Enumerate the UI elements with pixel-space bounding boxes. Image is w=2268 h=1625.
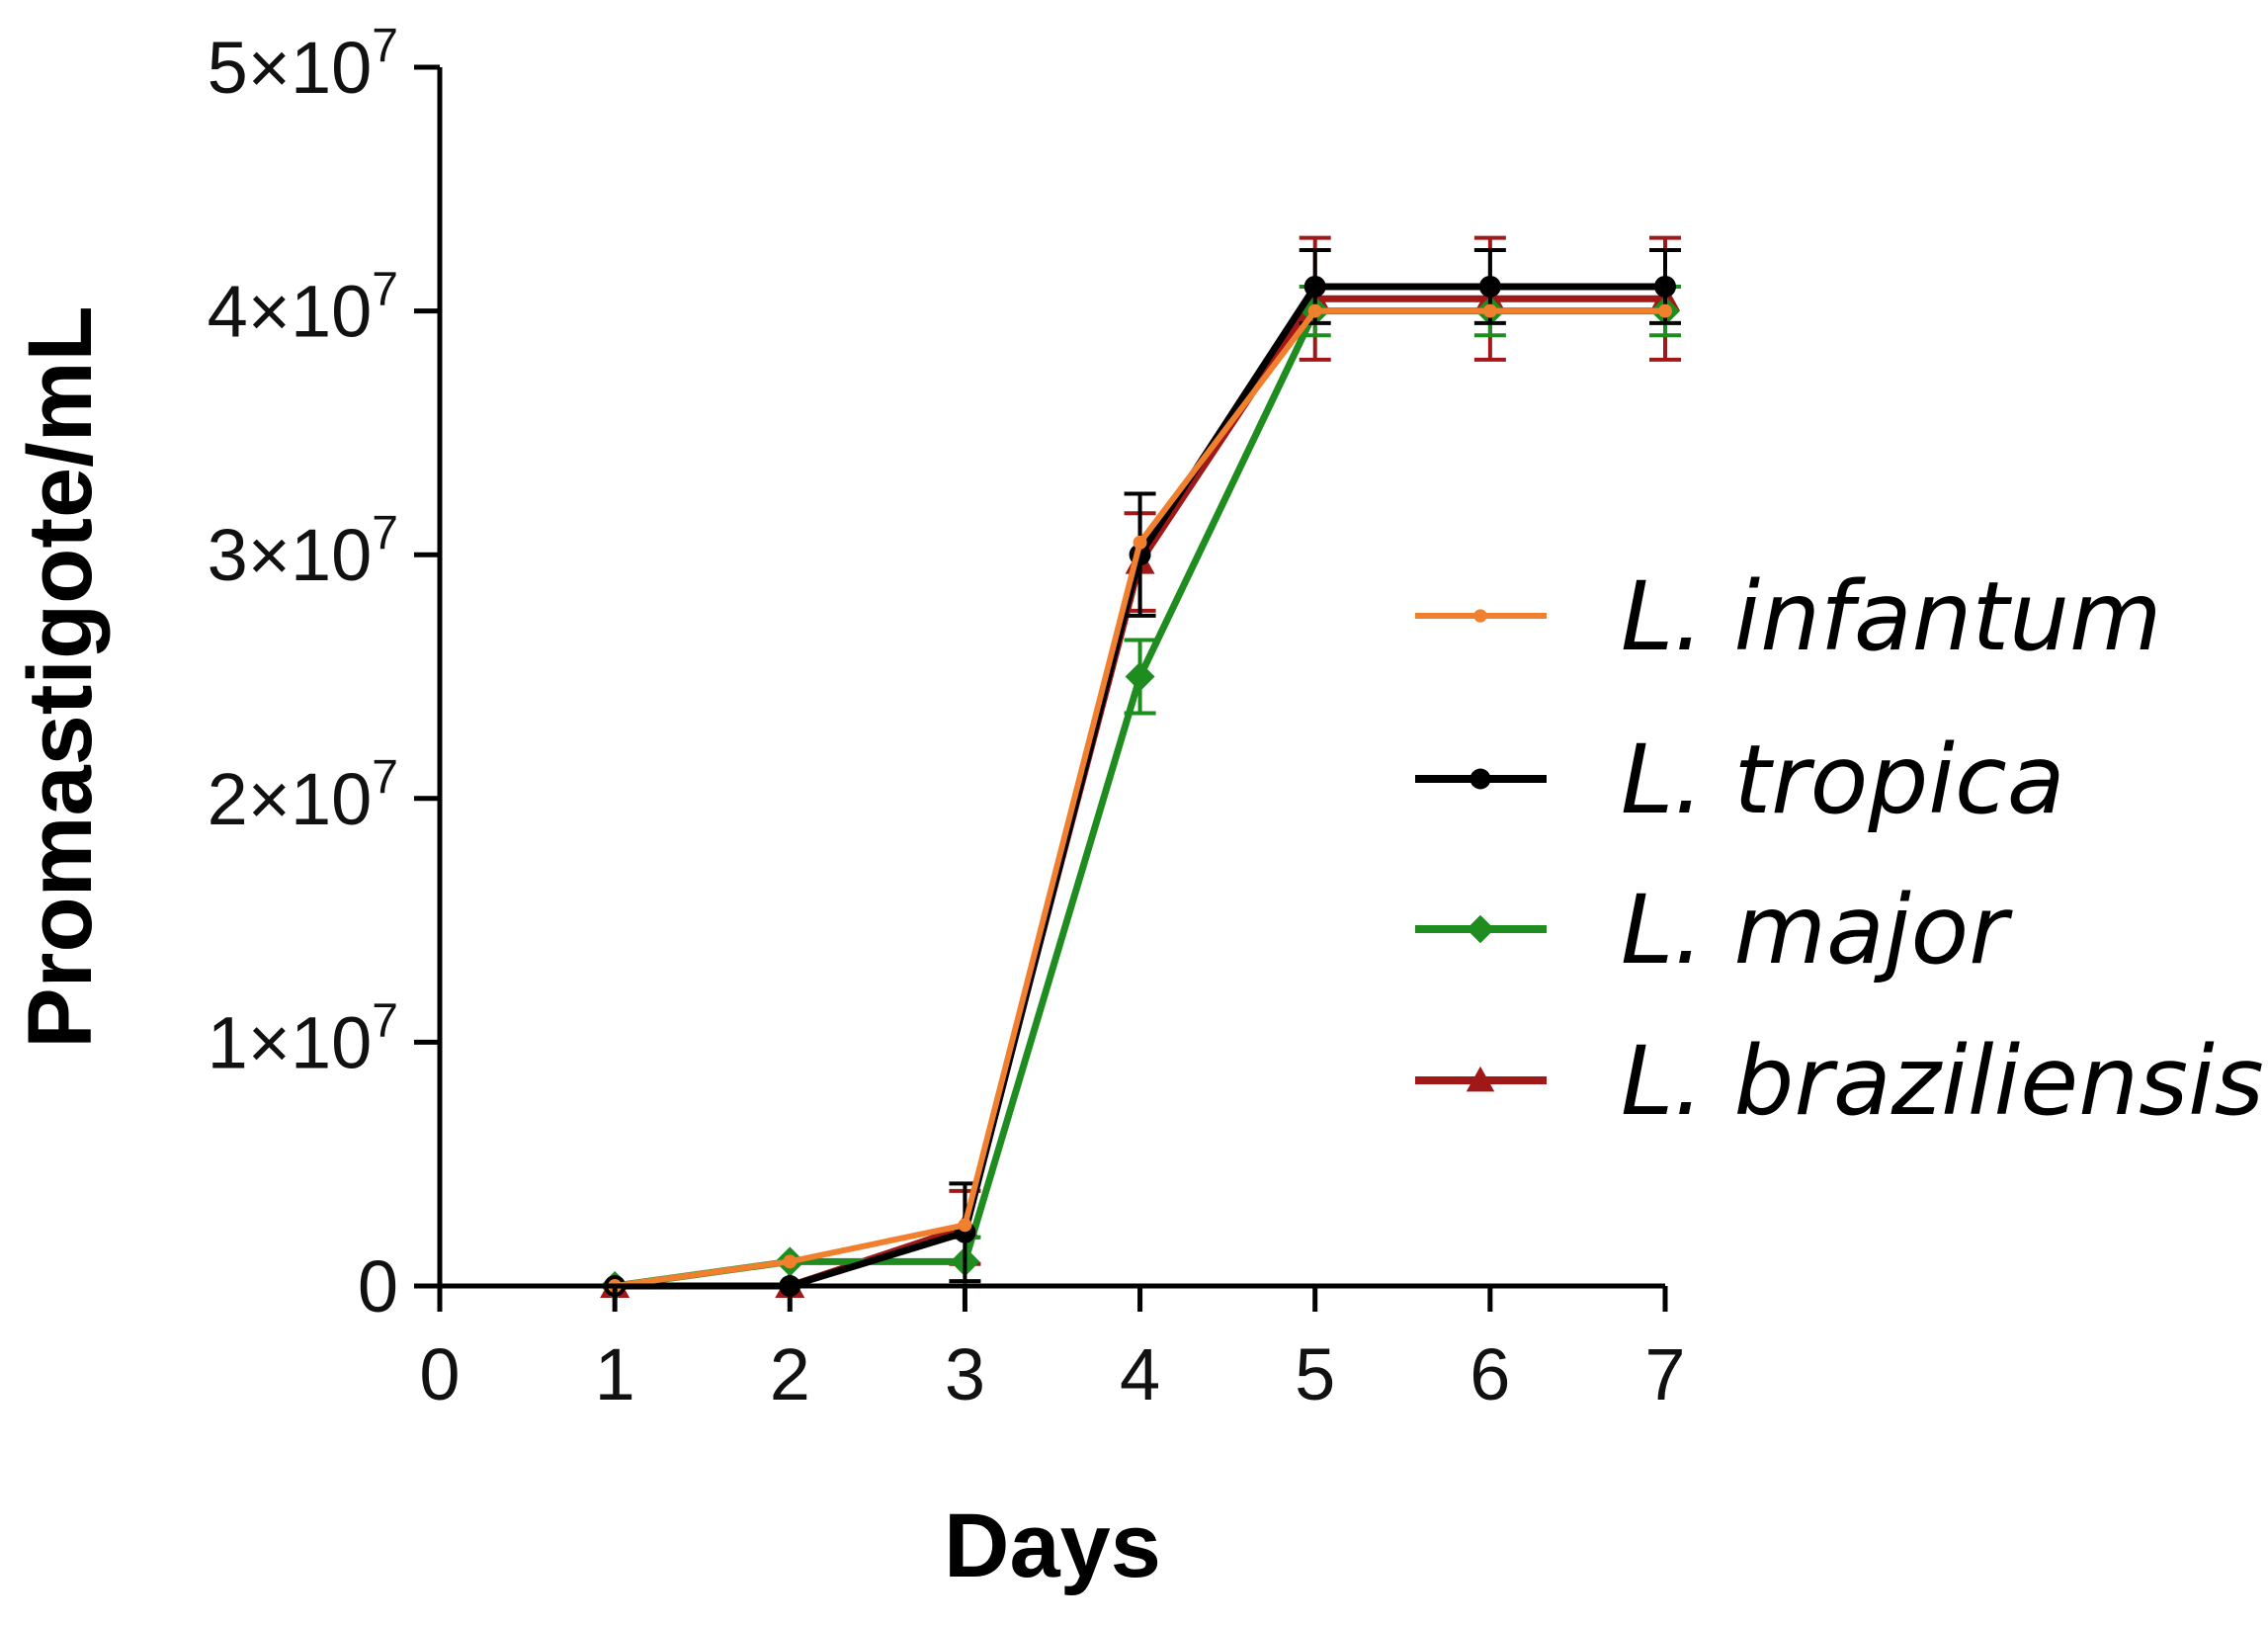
series-line (615, 283, 1665, 1290)
x-tick-label: 5 (1295, 1333, 1335, 1415)
data-point (1658, 303, 1672, 318)
y-tick-label: 3×107 (208, 507, 398, 596)
legend-marker (1473, 609, 1487, 623)
legend-item: L. braziliensis (1415, 1026, 2264, 1137)
series-l-major (600, 284, 1681, 1301)
series-line (614, 307, 1665, 1290)
legend: L. infantum L. tropica L. major L. brazilie… (1415, 561, 2264, 1137)
legend-item: L. major (1415, 875, 2013, 985)
data-point (1482, 303, 1497, 318)
data-point (1133, 535, 1147, 550)
data-point (783, 1254, 798, 1269)
legend-marker (1466, 1066, 1495, 1092)
data-point (1478, 275, 1501, 298)
series-l-infantum (608, 303, 1672, 1293)
y-axis-title: Promastigote/mL (10, 305, 111, 1048)
x-tick-label: 4 (1120, 1333, 1160, 1415)
data-point (1654, 275, 1676, 298)
legend-label: L. tropica (1621, 725, 2065, 835)
legend-label: L. braziliensis (1621, 1026, 2264, 1137)
y-tick-label: 2×107 (208, 751, 398, 840)
data-point (1125, 661, 1155, 692)
axes (437, 67, 1665, 1289)
x-axis-title: Days (944, 1496, 1161, 1596)
x-tick-label: 7 (1644, 1333, 1685, 1415)
legend-marker (1470, 768, 1491, 790)
x-tick-label: 6 (1470, 1333, 1510, 1415)
legend-item: L. tropica (1415, 725, 2065, 835)
data-point (1303, 275, 1326, 298)
x-tick-label: 3 (945, 1333, 985, 1415)
ticks: 0 1 2 3 4 5 6 7 0 1×107 2×107 3×107 4×107 5×107 (208, 20, 1686, 1415)
series-line (614, 307, 1665, 1289)
y-tick-label: 0 (358, 1245, 398, 1327)
data-point (958, 1218, 972, 1233)
y-tick-label: 4×107 (208, 264, 398, 353)
y-tick-label: 5×107 (208, 20, 398, 109)
y-tick-label: 1×107 (208, 994, 398, 1083)
series-line (615, 295, 1665, 1290)
x-tick-label: 0 (419, 1333, 460, 1415)
series-layer (600, 235, 1681, 1301)
legend-marker (1466, 914, 1495, 944)
series-l-tropica (604, 247, 1681, 1297)
series-l-braziliensis (600, 235, 1681, 1298)
legend-label: L. infantum (1621, 561, 2162, 672)
legend-label: L. major (1621, 875, 2013, 985)
x-tick-label: 2 (770, 1333, 810, 1415)
legend-item: L. infantum (1415, 561, 2162, 672)
data-point (1307, 303, 1322, 318)
x-tick-label: 1 (595, 1333, 635, 1415)
